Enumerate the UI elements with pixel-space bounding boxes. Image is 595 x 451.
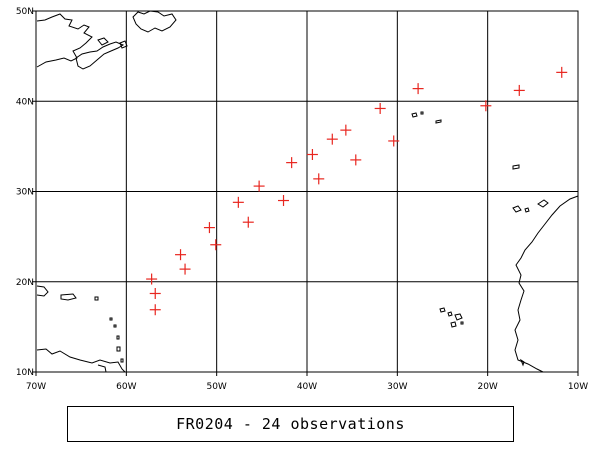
observation-marker <box>146 273 158 285</box>
observation-marker <box>350 154 362 166</box>
coastline-layer <box>36 10 579 373</box>
observation-marker <box>203 222 215 234</box>
x-tick-label: 60W <box>116 382 136 392</box>
observation-marker <box>480 100 492 112</box>
observation-marker <box>149 287 161 299</box>
longitude-tick-labels: 70W 60W 50W 40W 30W 20W 10W <box>26 372 588 392</box>
y-tick-label: 30N <box>16 188 34 198</box>
observation-marker <box>232 196 244 208</box>
y-tick-label: 50N <box>16 7 34 17</box>
observation-marker <box>340 124 352 136</box>
observation-marker <box>278 195 290 207</box>
observation-marker <box>374 102 386 114</box>
observation-marker <box>179 263 191 275</box>
y-tick-label: 40N <box>16 97 34 107</box>
x-tick-label: 30W <box>387 382 407 392</box>
observation-marker <box>388 135 400 147</box>
observation-marker <box>175 249 187 261</box>
x-tick-label: 10W <box>568 382 588 392</box>
map-grid <box>36 11 578 372</box>
x-tick-label: 70W <box>26 382 46 392</box>
y-tick-label: 20N <box>16 278 34 288</box>
map-caption-box: FR0204 - 24 observations <box>67 406 514 442</box>
observation-marker <box>513 84 525 96</box>
observation-marker <box>286 157 298 169</box>
observation-marker <box>556 66 568 78</box>
observation-marker <box>313 173 325 185</box>
observation-marker <box>412 83 424 95</box>
x-tick-label: 20W <box>477 382 497 392</box>
observation-marker <box>210 239 222 251</box>
observation-marker <box>253 180 265 192</box>
latitude-tick-labels: 10N 20N 30N 40N 50N <box>16 7 36 378</box>
x-tick-label: 50W <box>206 382 226 392</box>
observation-marker <box>306 148 318 160</box>
map-caption: FR0204 - 24 observations <box>176 415 405 433</box>
observation-marker <box>242 216 254 228</box>
x-tick-label: 40W <box>297 382 317 392</box>
observation-markers <box>146 66 568 316</box>
observation-marker <box>149 304 161 316</box>
y-tick-label: 10N <box>16 368 34 378</box>
observation-marker <box>326 133 338 145</box>
